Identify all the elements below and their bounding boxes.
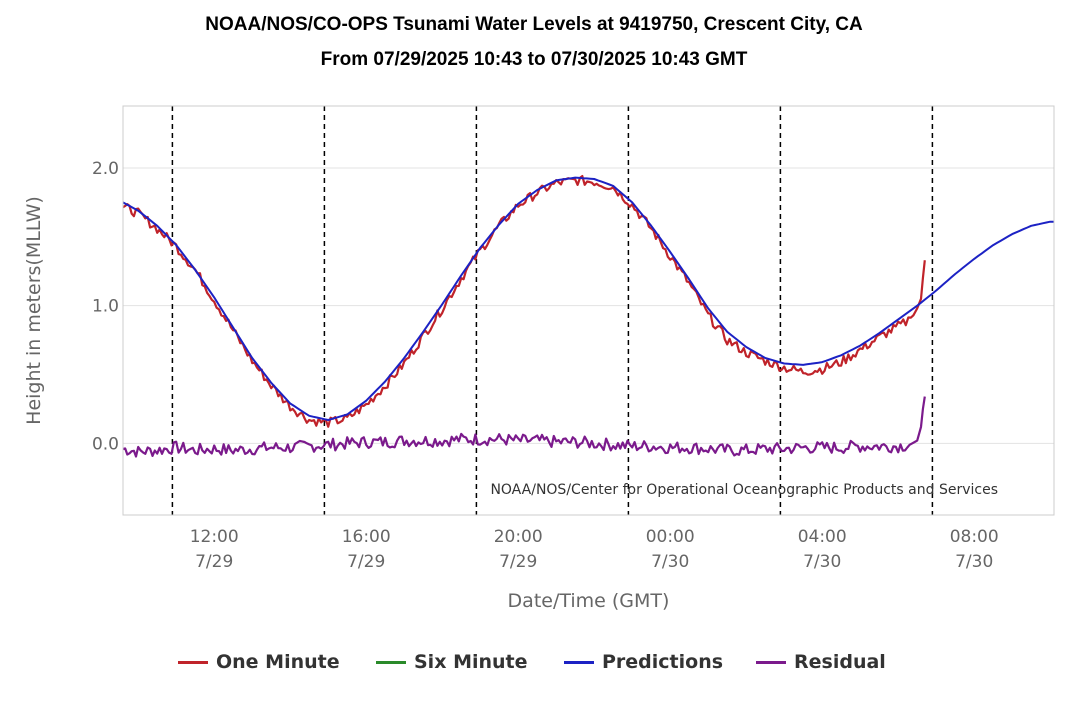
x-axis-label: Date/Time (GMT) bbox=[508, 590, 670, 612]
legend-swatch-residual bbox=[756, 660, 786, 664]
x-tick-time-label: 20:00 bbox=[494, 527, 543, 547]
legend-item-residual[interactable]: Residual bbox=[756, 651, 886, 673]
x-tick-time-label: 04:00 bbox=[798, 527, 847, 547]
x-tick-date-label: 7/30 bbox=[803, 552, 841, 572]
series-line-predictions bbox=[122, 176, 1054, 421]
y-tick-label: 2.0 bbox=[92, 159, 119, 179]
x-tick-date-label: 7/30 bbox=[651, 552, 689, 572]
legend-swatch-predictions bbox=[564, 660, 594, 664]
x-tick-date-label: 7/30 bbox=[955, 552, 993, 572]
y-tick-label: 1.0 bbox=[92, 297, 119, 317]
plot-frame bbox=[122, 105, 1055, 516]
chart-subtitle: From 07/29/2025 10:43 to 07/30/2025 10:4… bbox=[320, 49, 748, 70]
chart-title: NOAA/NOS/CO-OPS Tsunami Water Levels at … bbox=[205, 14, 863, 35]
x-tick-time-label: 00:00 bbox=[646, 527, 695, 547]
series-layer bbox=[122, 175, 1054, 458]
series-line-one-minute bbox=[122, 175, 926, 428]
legend-item-predictions[interactable]: Predictions bbox=[564, 651, 723, 673]
y-tick-label: 0.0 bbox=[92, 434, 119, 454]
y-tick-labels: 0.0 1.0 2.0 bbox=[92, 159, 119, 454]
series-line-residual bbox=[122, 396, 926, 458]
x-tick-time-label: 16:00 bbox=[342, 527, 391, 547]
x-tick-date-label: 7/29 bbox=[195, 552, 233, 572]
legend-swatch-one-minute bbox=[178, 660, 208, 664]
legend-item-six-minute[interactable]: Six Minute bbox=[376, 651, 528, 673]
x-tick-time-label: 12:00 bbox=[190, 527, 239, 547]
y-axis-label: Height in meters(MLLW) bbox=[23, 196, 45, 425]
legend-item-one-minute[interactable]: One Minute bbox=[178, 651, 340, 673]
grid-layer bbox=[123, 167, 1054, 444]
legend-swatch-six-minute bbox=[376, 660, 406, 664]
legend-label-residual: Residual bbox=[794, 651, 886, 673]
x-tick-labels: 12:00 7/29 16:00 7/29 20:00 7/29 00:00 7/30 04:0… bbox=[190, 527, 999, 572]
credit-text: NOAA/NOS/Center for Operational Oceanogr… bbox=[490, 482, 998, 498]
x-tick-date-label: 7/29 bbox=[347, 552, 385, 572]
legend-label-six-minute: Six Minute bbox=[414, 651, 528, 673]
legend-label-predictions: Predictions bbox=[602, 651, 724, 673]
x-tick-date-label: 7/29 bbox=[499, 552, 537, 572]
vertical-marker-layer bbox=[171, 106, 934, 515]
x-tick-time-label: 08:00 bbox=[950, 527, 999, 547]
legend-label-one-minute: One Minute bbox=[216, 651, 340, 673]
legend: One Minute Six Minute Predictions Residu… bbox=[0, 651, 1068, 681]
